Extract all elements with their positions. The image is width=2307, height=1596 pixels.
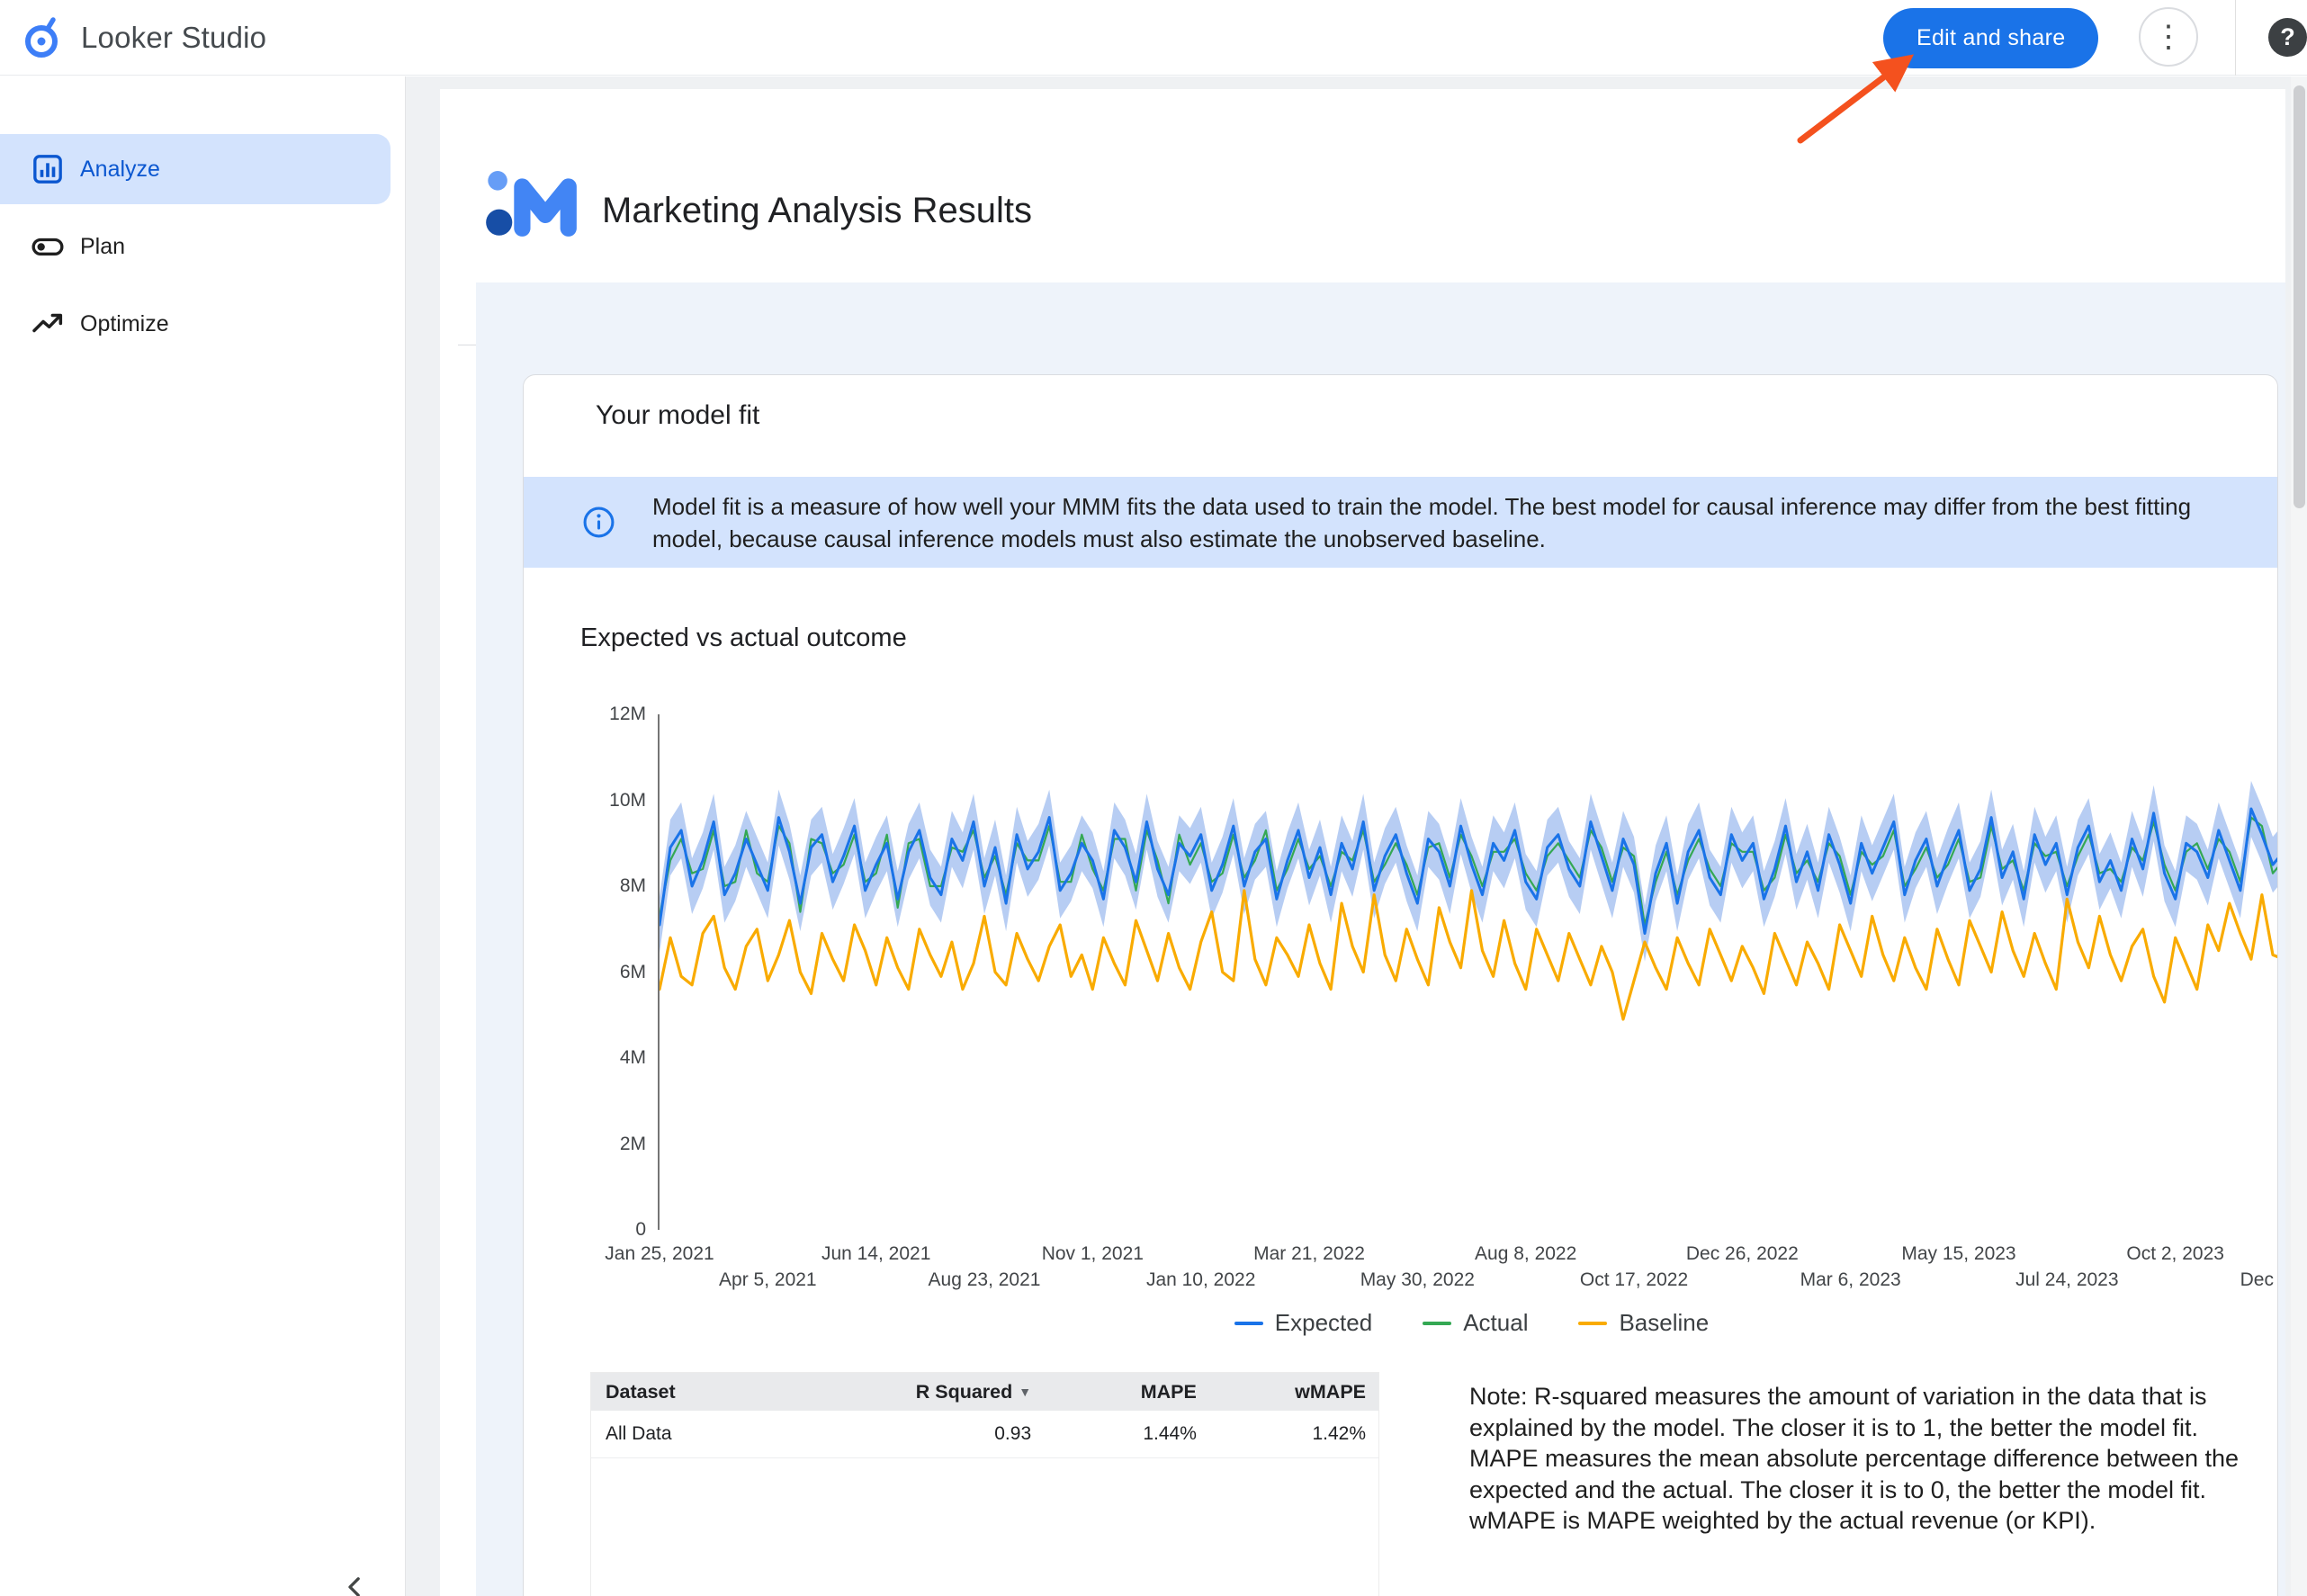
more-options-button[interactable]: ⋮ xyxy=(2139,7,2198,67)
legend-item-expected[interactable]: Expected xyxy=(1234,1309,1372,1337)
table-row[interactable]: All Data 0.93 1.44% 1.42% xyxy=(591,1411,1378,1458)
report-section-background: Your model fit Model fit is a measure of… xyxy=(476,282,2285,1596)
sidebar-item-plan[interactable]: Plan xyxy=(0,211,390,282)
confidence-band xyxy=(660,781,2277,962)
sidebar-item-label: Plan xyxy=(80,233,126,259)
page-title: Marketing Analysis Results xyxy=(602,191,1032,230)
column-header-r-squared[interactable]: R Squared ▼ xyxy=(828,1381,1045,1403)
x-axis-tick-label: May 15, 2023 xyxy=(1901,1243,2016,1264)
card-title: Your model fit xyxy=(596,400,760,430)
brand: Looker Studio xyxy=(18,0,266,76)
column-header-wmape[interactable]: wMAPE xyxy=(1295,1380,1366,1403)
expected-line-swatch xyxy=(1234,1321,1263,1325)
column-header-label: R Squared xyxy=(915,1380,1013,1403)
looker-studio-logo-icon xyxy=(18,13,68,63)
legend-item-actual[interactable]: Actual xyxy=(1423,1309,1528,1337)
marketing-platform-logo-icon xyxy=(485,164,580,244)
scrollbar-track[interactable] xyxy=(2291,76,2307,1596)
cell-wmape: 1.42% xyxy=(1312,1423,1366,1444)
x-axis-tick-label: Jan 10, 2022 xyxy=(1145,1269,1256,1290)
x-axis-tick-label: Aug 8, 2022 xyxy=(1475,1243,1577,1264)
legend-label: Actual xyxy=(1463,1309,1529,1336)
metrics-note: Note: R-squared measures the amount of v… xyxy=(1469,1383,2240,1534)
report-canvas: Marketing Analysis Results Your model fi… xyxy=(406,76,2307,1596)
x-axis-tick-label: Oct 2, 2023 xyxy=(2126,1243,2224,1264)
question-mark-icon: ? xyxy=(2280,23,2295,50)
help-button[interactable]: ? xyxy=(2268,18,2307,57)
toggle-icon xyxy=(30,229,66,265)
expected-vs-actual-chart[interactable] xyxy=(660,714,2278,1230)
x-axis-tick-label: Oct 17, 2022 xyxy=(1579,1269,1689,1290)
topbar-divider xyxy=(2235,0,2236,76)
collapse-sidebar-button[interactable] xyxy=(335,1568,374,1596)
x-axis-tick-label: Apr 5, 2021 xyxy=(719,1269,817,1290)
table-header-row: Dataset R Squared ▼ MAPE wMAPE xyxy=(591,1373,1378,1411)
baseline-line-swatch xyxy=(1578,1321,1608,1325)
actual-line-swatch xyxy=(1423,1321,1452,1325)
y-axis-tick-label: 8M xyxy=(619,875,646,896)
sort-descending-icon: ▼ xyxy=(1019,1384,1032,1399)
chart-section-title: Expected vs actual outcome xyxy=(580,623,907,652)
baseline-line xyxy=(660,889,2277,1021)
app-title: Looker Studio xyxy=(81,21,267,54)
sidebar-item-analyze[interactable]: Analyze xyxy=(0,134,390,204)
y-axis-tick-label: 12M xyxy=(609,704,646,724)
sidebar-item-label: Optimize xyxy=(80,310,169,336)
x-axis-tick-label: Jul 24, 2023 xyxy=(2015,1269,2119,1290)
info-circle-icon xyxy=(582,506,615,539)
y-axis-tick-label: 6M xyxy=(619,961,646,982)
info-banner-text: Model fit is a measure of how well your … xyxy=(652,492,2192,552)
x-axis-tick-label: May 30, 2022 xyxy=(1360,1269,1475,1290)
y-axis-tick-label: 4M xyxy=(619,1047,646,1068)
x-axis-tick-label: Jun 14, 2021 xyxy=(821,1243,931,1264)
trending-up-icon xyxy=(30,306,66,342)
expected-line xyxy=(660,807,2277,935)
y-axis-tick-label: 10M xyxy=(609,789,646,811)
x-axis-tick-label: Aug 23, 2021 xyxy=(928,1269,1041,1290)
x-axis-tick-label: Mar 6, 2023 xyxy=(1800,1269,1901,1290)
legend-item-baseline[interactable]: Baseline xyxy=(1578,1309,1709,1337)
analytics-icon xyxy=(30,151,66,187)
x-axis-tick-label: Mar 21, 2022 xyxy=(1253,1243,1365,1264)
sidebar-item-optimize[interactable]: Optimize xyxy=(0,289,390,359)
cell-r-squared: 0.93 xyxy=(994,1423,1032,1444)
info-banner: Model fit is a measure of how well your … xyxy=(524,477,2277,568)
actual-line xyxy=(660,816,2277,927)
column-header-dataset[interactable]: Dataset xyxy=(606,1380,676,1403)
sidebar: Analyze Plan Optimize xyxy=(0,76,406,1596)
report-page: Marketing Analysis Results Your model fi… xyxy=(440,89,2285,1596)
legend-label: Expected xyxy=(1274,1309,1373,1336)
model-fit-card: Your model fit Model fit is a measure of… xyxy=(523,374,2278,1596)
topbar: Looker Studio Edit and share ⋮ ? xyxy=(0,0,2307,76)
edit-and-share-button[interactable]: Edit and share xyxy=(1883,8,2099,68)
x-axis-tick-label: Nov 1, 2021 xyxy=(1041,1243,1144,1264)
model-fit-table: Dataset R Squared ▼ MAPE wMAPE All Data 0… xyxy=(590,1372,1379,1596)
x-axis-tick-label: Dec xyxy=(2240,1269,2274,1290)
sidebar-item-label: Analyze xyxy=(80,156,160,182)
cell-mape: 1.44% xyxy=(1143,1423,1197,1444)
y-axis-tick-label: 0 xyxy=(635,1219,646,1240)
chevron-left-icon xyxy=(337,1576,373,1596)
x-axis-tick-label: Dec 26, 2022 xyxy=(1685,1243,1799,1264)
y-axis-line xyxy=(658,714,660,1230)
scrollbar-thumb[interactable] xyxy=(2294,85,2305,508)
y-axis-tick-label: 2M xyxy=(619,1133,646,1154)
chart-legend: Expected Actual Baseline xyxy=(660,1309,2277,1337)
column-header-mape[interactable]: MAPE xyxy=(1140,1380,1197,1403)
legend-label: Baseline xyxy=(1619,1309,1710,1336)
vertical-ellipsis-icon: ⋮ xyxy=(2153,20,2184,54)
cell-dataset: All Data xyxy=(606,1423,672,1444)
x-axis-tick-label: Jan 25, 2021 xyxy=(605,1243,714,1264)
